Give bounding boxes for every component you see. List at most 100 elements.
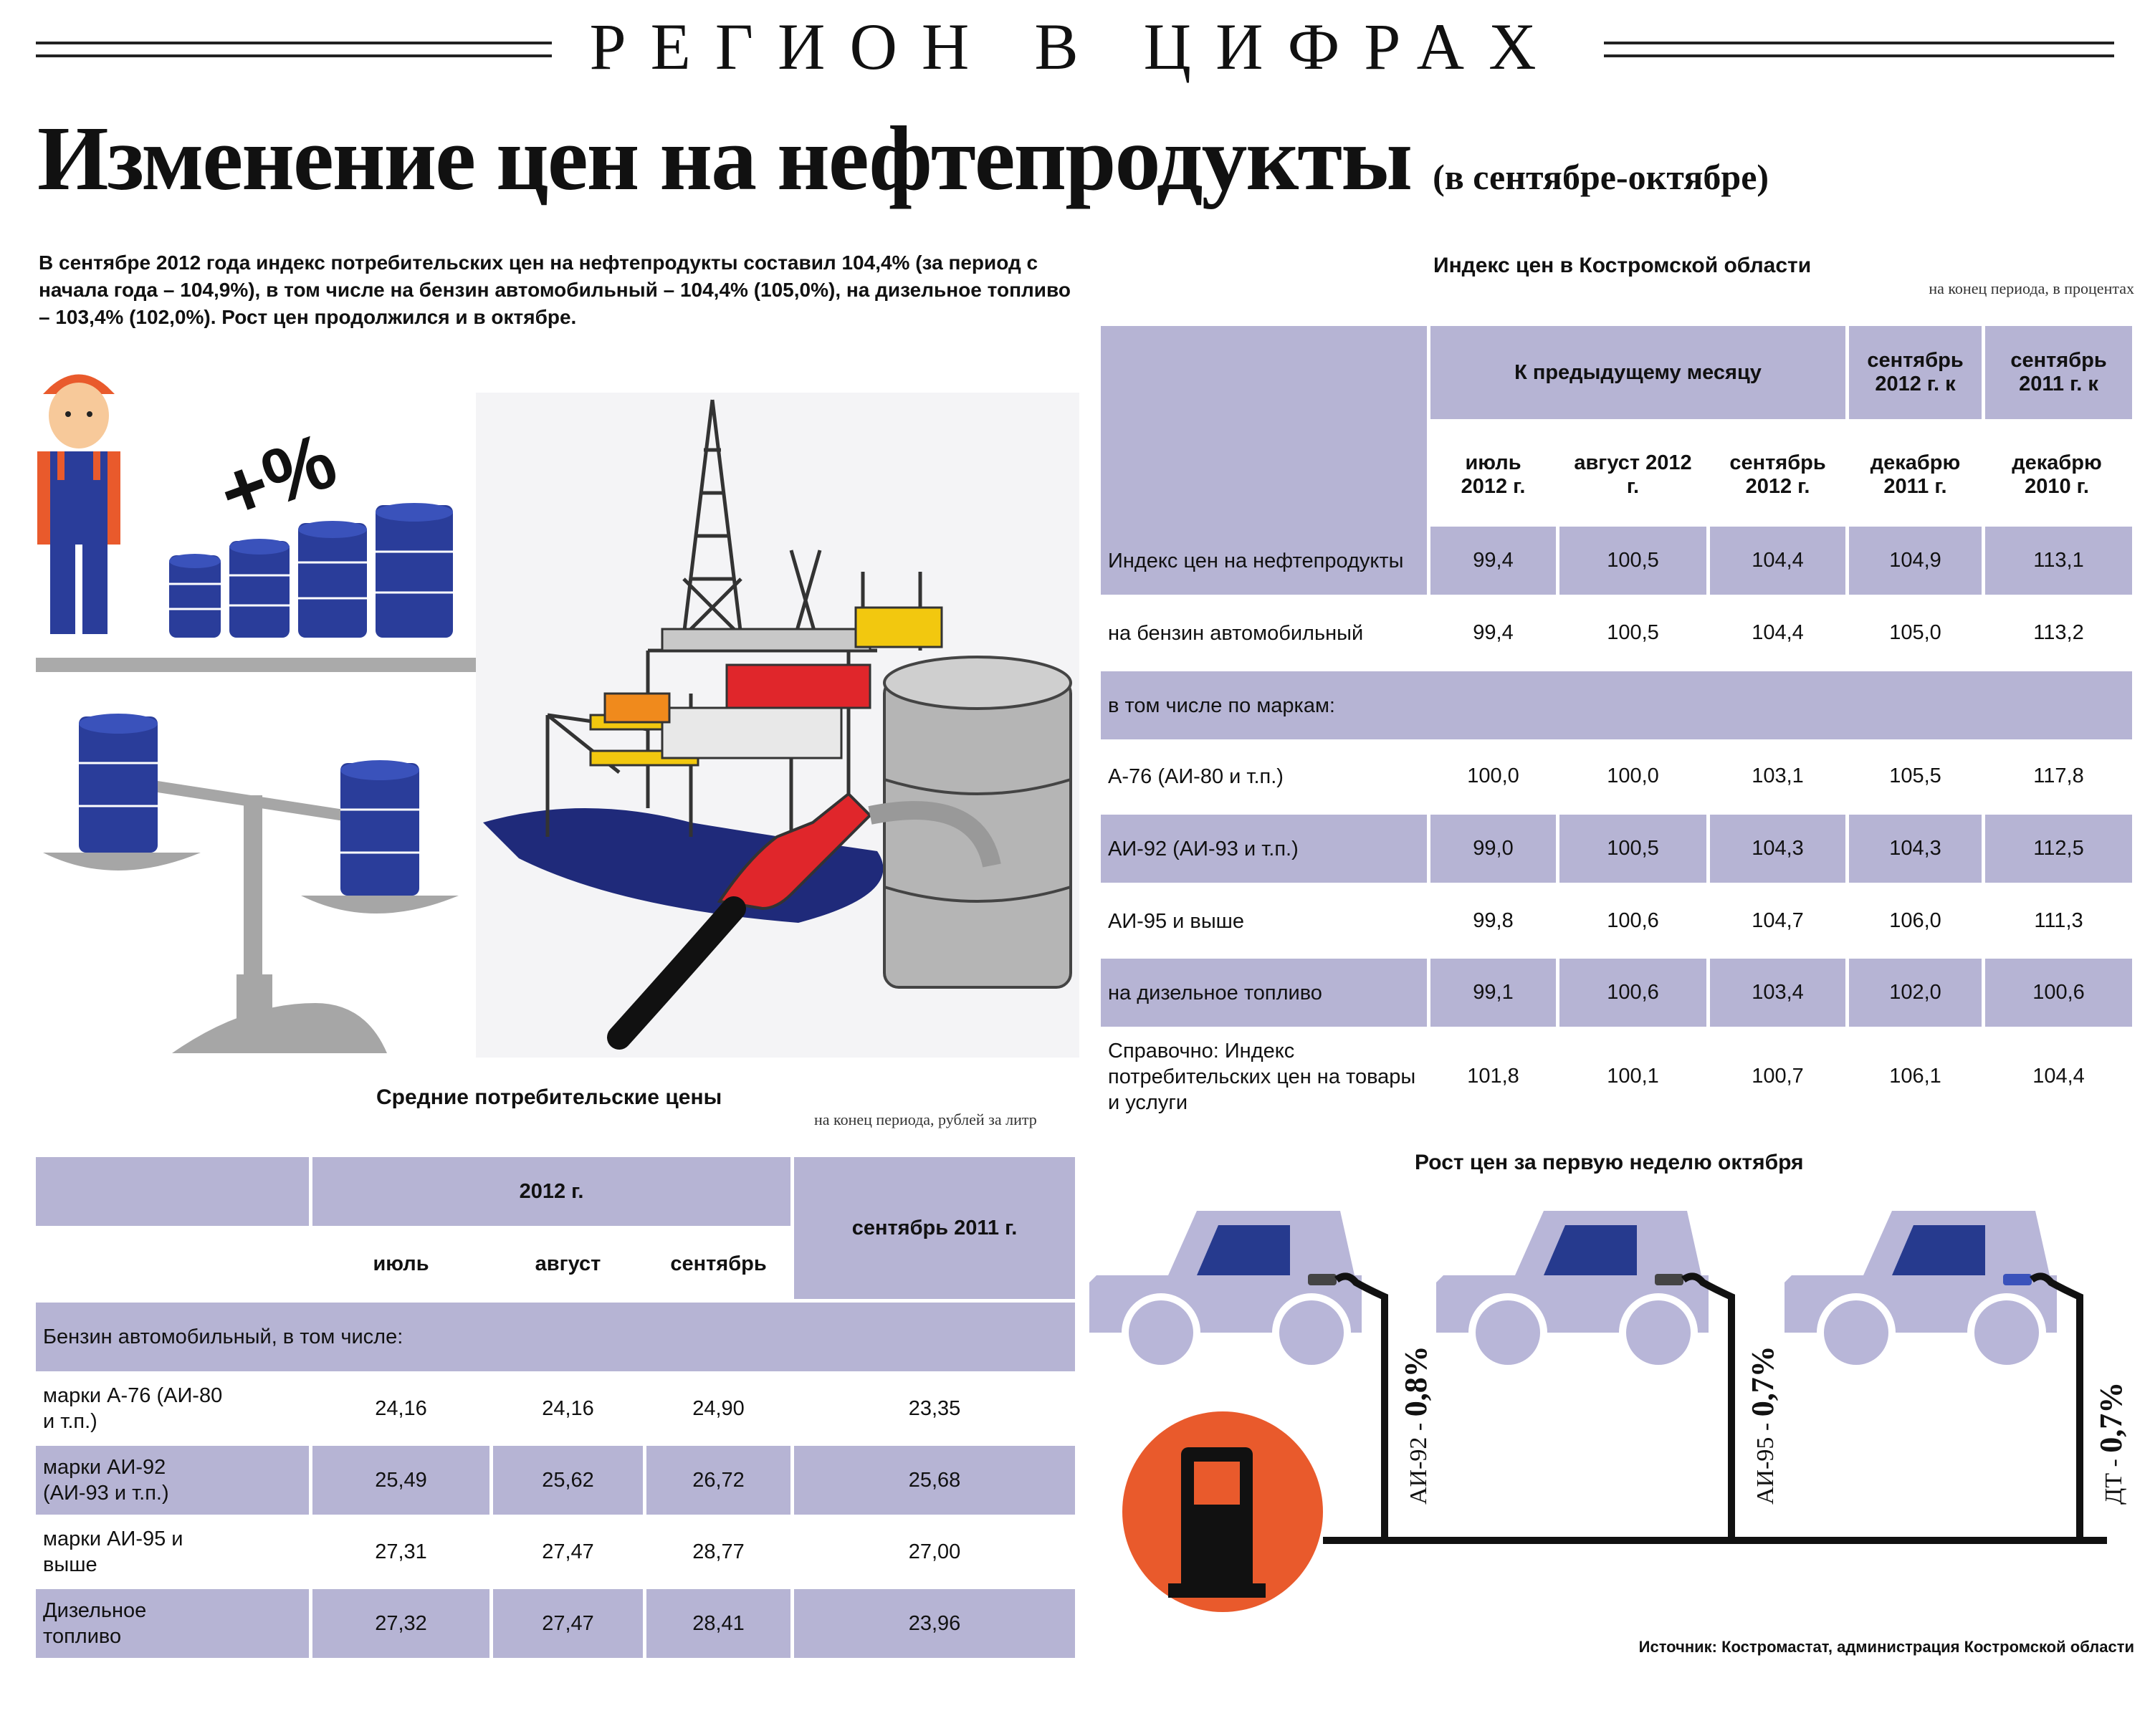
price-cell: 27,32 bbox=[312, 1589, 489, 1658]
main-title-sub: (в сентябре-октябре) bbox=[1433, 157, 1769, 197]
price-cell: 24,16 bbox=[542, 1396, 594, 1420]
index-cell: 113,1 bbox=[1985, 527, 2132, 595]
index-row-label: на бензин автомобильный bbox=[1108, 621, 1364, 645]
price-row-label: Дизельное топливо bbox=[36, 1589, 309, 1658]
index-cell: 99,1 bbox=[1430, 959, 1556, 1027]
index-cell: 99,4 bbox=[1430, 527, 1556, 595]
price-cell: 25,62 bbox=[493, 1446, 643, 1515]
index-cell: 104,3 bbox=[1849, 815, 1982, 883]
price-cell: 23,35 bbox=[908, 1396, 961, 1420]
index-cell: 99,0 bbox=[1430, 815, 1556, 883]
index-header-sep2012: сентябрь 2012 г. к bbox=[1849, 326, 1982, 419]
index-cell: 100,6 bbox=[1559, 959, 1706, 1027]
price-cell: 23,96 bbox=[794, 1589, 1075, 1658]
main-title-text: Изменение цен на нефтепродукты bbox=[37, 107, 1413, 209]
index-cell: 104,4 bbox=[1710, 527, 1845, 595]
index-row-label: АИ-95 и выше bbox=[1108, 909, 1245, 933]
price-cell: 28,41 bbox=[646, 1589, 790, 1658]
shelf bbox=[36, 658, 487, 672]
price-cell: 27,31 bbox=[375, 1540, 427, 1563]
index-row-label: АИ-92 (АИ-93 и т.п.) bbox=[1101, 815, 1427, 883]
index-table-title: Индекс цен в Костромской области bbox=[1433, 254, 1812, 277]
worker-icon bbox=[37, 374, 120, 634]
index-col-header: июль 2012 г. bbox=[1461, 451, 1526, 498]
index-cell: 100,5 bbox=[1607, 621, 1659, 644]
price-cell: 25,68 bbox=[794, 1446, 1075, 1515]
scale-icon bbox=[43, 714, 459, 1053]
weekly-growth-label: АИ-95 - 0,7% bbox=[1745, 1346, 1780, 1505]
weekly-title: Рост цен за первую неделю октября bbox=[1415, 1151, 1804, 1174]
weekly-value: 0,7% bbox=[2093, 1382, 2128, 1453]
weekly-growth-label: ДТ - 0,7% bbox=[2093, 1382, 2128, 1505]
header-rule-left bbox=[36, 42, 552, 57]
index-cell: 111,3 bbox=[2034, 909, 2083, 932]
price-header-prev: сентябрь 2011 г. bbox=[794, 1157, 1075, 1299]
price-header-group: 2012 г. bbox=[312, 1157, 790, 1226]
index-col-header: август 2012 г. bbox=[1574, 451, 1692, 498]
intro-text: В сентябре 2012 года индекс потребительс… bbox=[39, 251, 1071, 328]
index-cell: 117,8 bbox=[2033, 764, 2084, 787]
index-cell: 100,5 bbox=[1559, 815, 1706, 883]
index-row-label: Индекс цен на нефтепродукты bbox=[1101, 527, 1427, 595]
index-cell: 104,7 bbox=[1752, 909, 1804, 932]
region-title: РЕГИОН В ЦИФРАХ bbox=[589, 10, 1561, 83]
index-cell: 106,1 bbox=[1889, 1065, 1941, 1088]
index-cell: 100,6 bbox=[1607, 909, 1659, 932]
index-cell: 104,9 bbox=[1849, 527, 1982, 595]
price-cell: 24,90 bbox=[692, 1396, 745, 1420]
index-row-label: А-76 (АИ-80 и т.п.) bbox=[1108, 764, 1284, 788]
weekly-fuel: ДТ - bbox=[2101, 1453, 2127, 1505]
index-col-header: декабрю 2011 г. bbox=[1870, 451, 1961, 498]
price-cell: 27,47 bbox=[542, 1540, 594, 1563]
price-col-header: август bbox=[535, 1252, 601, 1275]
index-row-label: на дизельное топливо bbox=[1101, 959, 1427, 1027]
index-cell: 102,0 bbox=[1849, 959, 1982, 1027]
price-row-label: марки АИ-92 (АИ-93 и т.п.) bbox=[36, 1446, 309, 1515]
fuel-nozzle-icon bbox=[607, 792, 1001, 1050]
index-cell: 105,5 bbox=[1889, 764, 1941, 787]
source-note: Источник: Костромастат, администрация Ко… bbox=[1638, 1638, 2134, 1656]
price-header-blank-top bbox=[36, 1157, 309, 1226]
index-col-header: сентябрь 2012 г. bbox=[1729, 451, 1826, 498]
price-row-label: марки АИ-95 и выше bbox=[43, 1528, 183, 1576]
price-cell: 27,47 bbox=[493, 1589, 643, 1658]
pump-icon bbox=[1122, 1411, 1323, 1612]
weekly-illustration: АИ-92 - 0,8%АИ-95 - 0,7%ДТ - 0,7% bbox=[1089, 1211, 2128, 1612]
price-cell: 26,72 bbox=[646, 1446, 790, 1515]
price-cell: 27,00 bbox=[908, 1540, 961, 1563]
barrels-growing-icon bbox=[169, 503, 453, 638]
index-cell: 103,4 bbox=[1710, 959, 1845, 1027]
weekly-fuel: АИ-95 - bbox=[1752, 1416, 1779, 1505]
weekly-fuel: АИ-92 - bbox=[1405, 1416, 1432, 1505]
index-header-sep2011: сентябрь 2011 г. к bbox=[1985, 326, 2132, 419]
percent-sign: +% bbox=[208, 416, 347, 538]
index-header-blank bbox=[1101, 326, 1427, 527]
index-cell: 104,4 bbox=[1752, 621, 1804, 644]
price-table-unit: на конец периода, рублей за литр bbox=[814, 1111, 1037, 1128]
index-cell: 104,4 bbox=[2032, 1065, 2085, 1088]
illustration-left: +% bbox=[36, 374, 487, 1053]
price-cell: 25,49 bbox=[312, 1446, 489, 1515]
main-title: Изменение цен на нефтепродукты (в сентяб… bbox=[37, 106, 1769, 211]
index-cell: 113,2 bbox=[2033, 621, 2084, 644]
index-cell: 103,1 bbox=[1752, 764, 1804, 787]
price-col-header: сентябрь bbox=[670, 1252, 767, 1275]
index-cell: 106,0 bbox=[1889, 909, 1941, 932]
header-rule-right bbox=[1604, 42, 2114, 57]
index-cell: 100,0 bbox=[1467, 764, 1519, 787]
index-cell: 105,0 bbox=[1889, 621, 1941, 644]
car-icon bbox=[1784, 1211, 2083, 1540]
price-col-header: июль bbox=[373, 1252, 429, 1275]
index-row-label: Справочно: Индекс потребительских цен на… bbox=[1108, 1039, 1416, 1114]
index-cell: 104,3 bbox=[1710, 815, 1845, 883]
index-cell: 100,6 bbox=[1985, 959, 2132, 1027]
index-cell: 100,1 bbox=[1607, 1065, 1659, 1088]
index-cell: 112,5 bbox=[1985, 815, 2132, 883]
index-cell: 101,8 bbox=[1467, 1065, 1519, 1088]
weekly-value: 0,8% bbox=[1398, 1346, 1433, 1416]
index-cell: 100,0 bbox=[1607, 764, 1659, 787]
index-table-unit: на конец периода, в процентах bbox=[1929, 279, 2134, 297]
price-row-label: марки А-76 (АИ-80 и т.п.) bbox=[43, 1384, 223, 1433]
index-header-group: К предыдущему месяцу bbox=[1430, 326, 1845, 419]
index-cell: 100,7 bbox=[1752, 1065, 1804, 1088]
